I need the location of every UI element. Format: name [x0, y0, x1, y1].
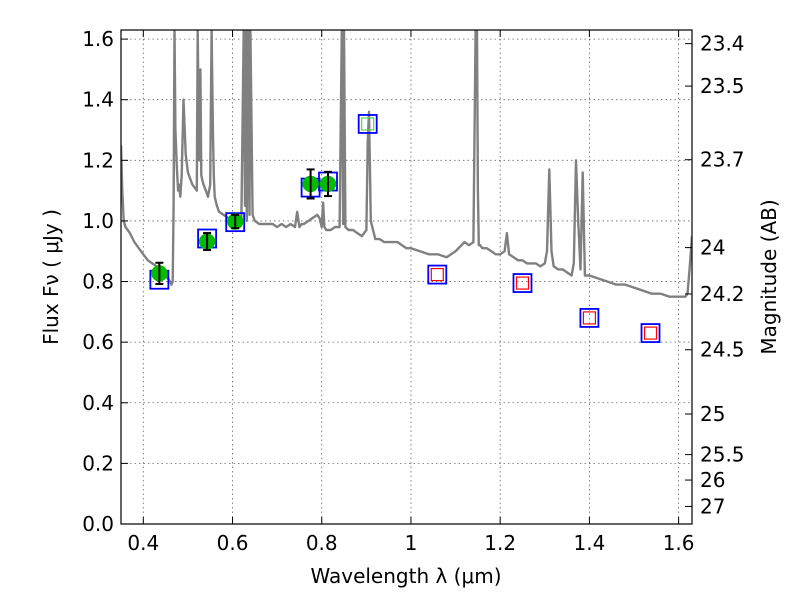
model-photometry-box: [640, 323, 661, 343]
mag-tick-label: 23.4: [700, 32, 745, 56]
y-tick-label: 1.2: [82, 148, 114, 172]
x-tick-label: 1.2: [484, 531, 516, 555]
model-photometry-box: [225, 212, 246, 233]
y-tick-label: 0.6: [82, 330, 114, 354]
model-photometry-box: [579, 308, 600, 328]
model-photometry-box: [512, 273, 533, 293]
synthetic-photometry-box: [643, 326, 658, 340]
mag-tick-label: 26: [700, 468, 725, 492]
y-tick-label: 0.8: [82, 270, 114, 294]
plot-area: [121, 30, 692, 343]
mag-tick-label: 27: [700, 494, 725, 518]
y-tick-label: 1.4: [82, 88, 114, 112]
mag-tick-label: 24: [700, 236, 725, 260]
mag-tick-label: 23.5: [700, 74, 745, 98]
y-tick-label: 1.0: [82, 209, 114, 233]
y-tick-label: 1.6: [82, 27, 114, 51]
model-photometry-box: [427, 264, 448, 285]
synthetic-photometry-box: [430, 267, 444, 282]
synthetic-photometry-box: [582, 311, 596, 325]
x-tick-label: 1: [405, 531, 418, 555]
y-tick-label: 0.0: [82, 512, 114, 536]
mag-tick-label: 24.5: [700, 338, 745, 362]
grid: [121, 30, 692, 525]
mag-tick-label: 23.7: [700, 148, 745, 172]
model-photometry-box: [357, 114, 378, 134]
x-axis-title: Wavelength λ (μm): [310, 564, 501, 588]
y-tick-label: 0.2: [82, 451, 114, 475]
synthetic-photometry-box: [515, 276, 530, 290]
y-axis-title-left: Flux Fν ( μJy ): [39, 209, 63, 345]
y-tick-label: 0.4: [82, 391, 114, 415]
mag-tick-label: 25: [700, 402, 725, 426]
x-tick-label: 1.4: [573, 531, 605, 555]
y-axis-title-right: Magnitude (AB): [757, 199, 781, 354]
x-tick-label: 1.6: [663, 531, 695, 555]
x-tick-label: 0.8: [306, 531, 338, 555]
mag-tick-label: 25.5: [700, 443, 745, 467]
spectrum-line: [121, 30, 692, 298]
axes: 0.4 0.6 0.8 1 1.2 1.4 1.6 0.0 0.2 0.4 0.6 0.8 1.0 1.2…: [82, 27, 744, 555]
synthetic-photometry-box: [361, 117, 375, 131]
x-tick-label: 0.4: [127, 531, 159, 555]
x-tick-label: 0.6: [217, 531, 249, 555]
mag-tick-label: 24.2: [700, 282, 745, 306]
plot-frame: [120, 29, 693, 525]
